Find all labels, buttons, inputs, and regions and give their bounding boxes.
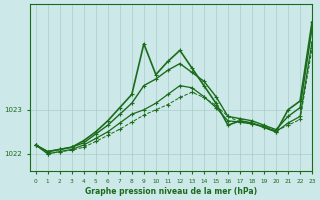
X-axis label: Graphe pression niveau de la mer (hPa): Graphe pression niveau de la mer (hPa) <box>85 187 257 196</box>
